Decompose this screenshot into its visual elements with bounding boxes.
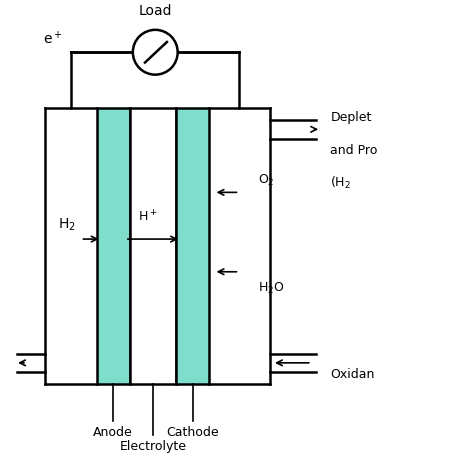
Text: H$_2$: H$_2$ [58, 217, 75, 233]
Text: Anode: Anode [93, 426, 133, 439]
Bar [97, 108, 129, 384]
Text: O$_2$: O$_2$ [258, 173, 274, 188]
Text: Load: Load [138, 4, 172, 18]
Bar [176, 108, 209, 384]
Bar [129, 108, 176, 384]
Text: Oxidan: Oxidan [330, 368, 375, 381]
Text: Electrolyte: Electrolyte [119, 440, 186, 453]
Text: H$^+$: H$^+$ [138, 210, 158, 225]
Text: (H$_2$: (H$_2$ [330, 175, 351, 191]
Text: Cathode: Cathode [166, 426, 219, 439]
Text: H$_2$O: H$_2$O [258, 281, 284, 296]
Text: and Pro: and Pro [330, 144, 378, 157]
Text: Deplet: Deplet [330, 111, 372, 124]
Text: e$^+$: e$^+$ [43, 30, 62, 47]
Circle shape [133, 30, 178, 75]
